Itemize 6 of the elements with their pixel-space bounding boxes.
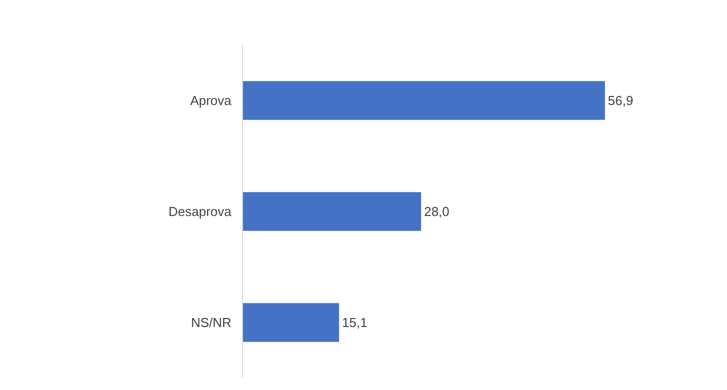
data-label: 56,9 <box>608 93 634 108</box>
y-tick-label: NS/NR <box>190 315 232 330</box>
data-label: 28,0 <box>424 204 450 219</box>
y-tick-label: Aprova <box>190 93 232 108</box>
y-tick-label: Desaprova <box>168 204 232 220</box>
data-label: 15,1 <box>342 315 368 330</box>
